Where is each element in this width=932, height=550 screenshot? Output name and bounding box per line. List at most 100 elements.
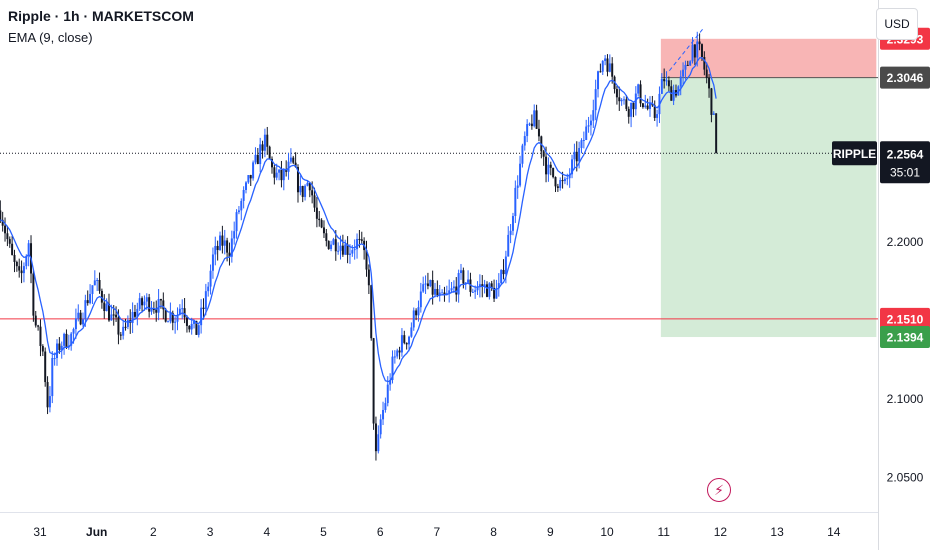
candle-body xyxy=(164,309,167,322)
candle-body xyxy=(207,286,210,292)
candle-body xyxy=(136,308,139,317)
candle-body xyxy=(313,195,316,208)
chart-title[interactable]: Ripple · 1h · MARKETSCOM xyxy=(8,8,194,24)
candle-body xyxy=(408,336,411,345)
candle-body xyxy=(162,300,165,310)
candle-body xyxy=(339,245,342,251)
candle-body xyxy=(523,136,526,146)
candle-body xyxy=(691,44,694,62)
candle-body xyxy=(289,157,292,162)
candle-body xyxy=(382,409,385,420)
candle-body xyxy=(419,291,422,308)
candle-body xyxy=(270,158,273,168)
candle-body xyxy=(221,235,224,246)
candle-body xyxy=(417,307,420,316)
candle-body xyxy=(648,103,651,109)
candle-body xyxy=(545,156,548,175)
candle-body xyxy=(91,285,94,294)
candle-body xyxy=(348,253,351,255)
candle-body xyxy=(98,280,101,291)
currency-button[interactable]: USD xyxy=(876,8,918,40)
candle-body xyxy=(242,189,245,201)
candle-body xyxy=(580,140,583,148)
price-axis-border xyxy=(878,0,879,550)
candle-body xyxy=(393,356,396,358)
candle-body xyxy=(318,218,321,221)
candle-body xyxy=(237,210,240,213)
candle-body xyxy=(549,164,552,168)
candle-body xyxy=(235,212,238,232)
indicator-legend[interactable]: EMA (9, close) xyxy=(8,30,93,45)
candle-body xyxy=(107,303,110,321)
candle-body xyxy=(519,163,522,186)
candle-body xyxy=(351,250,354,254)
candle-body xyxy=(400,335,403,353)
line-price-label: 2.1510 xyxy=(887,312,924,326)
candle-body xyxy=(70,333,73,346)
candle-body xyxy=(377,434,380,452)
candle-body xyxy=(651,103,654,106)
candle-body xyxy=(20,270,23,274)
candle-body xyxy=(672,90,675,101)
candle-body xyxy=(214,245,217,255)
candle-body xyxy=(245,182,248,190)
candle-body xyxy=(559,180,562,188)
candle-body xyxy=(157,299,160,313)
candle-body xyxy=(44,351,47,383)
candle-body xyxy=(25,255,28,267)
candle-body xyxy=(667,80,670,87)
candle-body xyxy=(450,288,453,291)
candle-body xyxy=(705,69,708,78)
candle-body xyxy=(341,245,344,255)
candle-body xyxy=(410,327,413,337)
candle-body xyxy=(311,190,314,196)
candle-body xyxy=(256,154,259,165)
candle-body xyxy=(646,105,649,109)
candle-body xyxy=(296,167,299,193)
candle-body xyxy=(656,114,659,118)
candle-body xyxy=(56,343,59,359)
candle-body xyxy=(169,312,172,322)
candle-body xyxy=(556,186,559,188)
candle-body xyxy=(379,419,382,435)
candle-body xyxy=(145,297,148,302)
candle-body xyxy=(561,180,564,182)
time-tick-label: Jun xyxy=(86,525,107,539)
candle-body xyxy=(211,254,214,271)
lightning-icon[interactable]: ⚡︎ xyxy=(707,478,731,502)
candle-body xyxy=(412,310,415,328)
candle-body xyxy=(150,308,153,312)
candle-body xyxy=(74,318,77,330)
candle-body xyxy=(471,291,474,293)
candle-body xyxy=(249,175,252,179)
candle-body xyxy=(105,303,108,312)
candle-body xyxy=(478,284,481,288)
candle-body xyxy=(563,178,566,182)
candle-body xyxy=(566,178,569,180)
candle-body xyxy=(708,77,711,89)
candle-body xyxy=(474,290,477,292)
candle-body xyxy=(332,239,335,245)
candle-body xyxy=(568,174,571,179)
candle-body xyxy=(441,292,444,294)
candle-body xyxy=(34,315,37,326)
candle-body xyxy=(592,110,595,121)
candle-body xyxy=(353,249,356,251)
candle-body xyxy=(63,333,66,346)
candle-body xyxy=(426,283,429,287)
time-tick-label: 11 xyxy=(657,525,670,539)
candle-body xyxy=(358,238,361,240)
candle-body xyxy=(632,102,635,110)
candle-body xyxy=(282,169,285,181)
candle-body xyxy=(122,326,125,336)
candle-body xyxy=(337,250,340,252)
time-axis[interactable]: 31 Jun 2 3 4 5 6 7 8 9 10 11 12 13 14 xyxy=(33,525,840,539)
candle-body xyxy=(280,169,283,181)
candle-body xyxy=(18,266,21,271)
time-tick-label: 2 xyxy=(150,525,157,539)
ema-line xyxy=(0,57,717,383)
candle-body xyxy=(181,308,184,310)
candle-body xyxy=(575,151,578,162)
candle-body xyxy=(476,287,479,291)
